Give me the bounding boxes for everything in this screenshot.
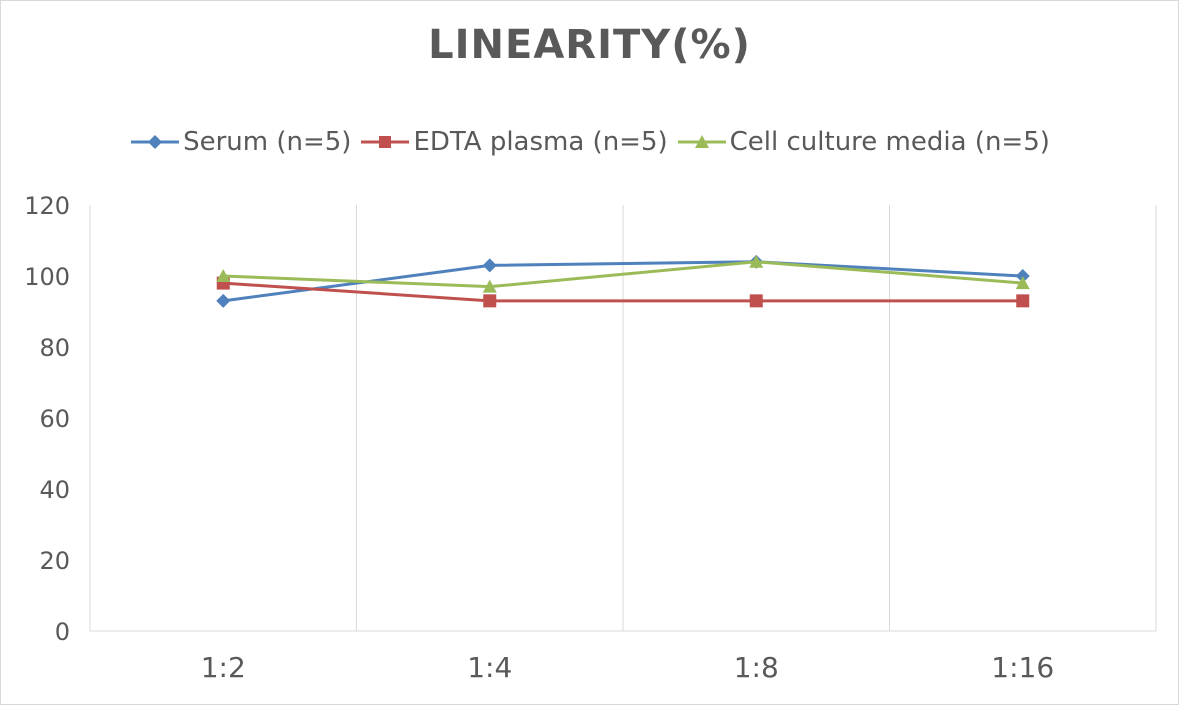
legend-label-serum: Serum (n=5)	[183, 127, 352, 157]
data-point	[749, 294, 763, 308]
legend-item-edta-plasma: EDTA plasma (n=5)	[359, 127, 668, 157]
y-tick-label: 0	[55, 618, 70, 646]
legend-swatch-cell-culture-media	[677, 135, 726, 148]
y-tick-label: 20	[39, 547, 70, 575]
chart-legend: Serum (n=5) EDTA plasma (n=5) Cell cultu…	[0, 122, 1179, 162]
y-tick-label: 100	[24, 263, 70, 291]
x-tick-label: 1:2	[201, 651, 246, 684]
data-point	[482, 279, 497, 293]
legend-swatch-edta-plasma	[361, 136, 410, 148]
data-point	[749, 254, 764, 268]
series-line	[223, 260, 1023, 289]
x-tick-label: 1:8	[734, 651, 779, 684]
data-point	[482, 258, 497, 273]
data-point	[1016, 294, 1030, 308]
data-point	[483, 294, 497, 308]
x-tick-label: 1:4	[467, 651, 512, 684]
y-tick-label: 40	[39, 476, 70, 504]
data-point	[216, 293, 231, 308]
legend-item-serum: Serum (n=5)	[129, 127, 351, 157]
legend-swatch-serum	[131, 135, 180, 149]
y-tick-label: 80	[39, 334, 70, 362]
chart-title: LINEARITY(%)	[428, 22, 751, 68]
data-point	[216, 269, 231, 282]
data-point	[1015, 269, 1030, 283]
legend-item-cell-culture-media: Cell culture media (n=5)	[676, 127, 1050, 157]
series-line	[223, 281, 1023, 303]
data-point	[1015, 276, 1030, 290]
legend-label-edta-plasma: EDTA plasma (n=5)	[413, 127, 668, 157]
series-line	[223, 260, 1023, 303]
y-tick-label: 60	[39, 405, 70, 433]
legend-label-cell-culture-media: Cell culture media (n=5)	[729, 127, 1050, 157]
y-tick-label: 120	[24, 192, 70, 220]
x-tick-label: 1:16	[991, 651, 1054, 684]
